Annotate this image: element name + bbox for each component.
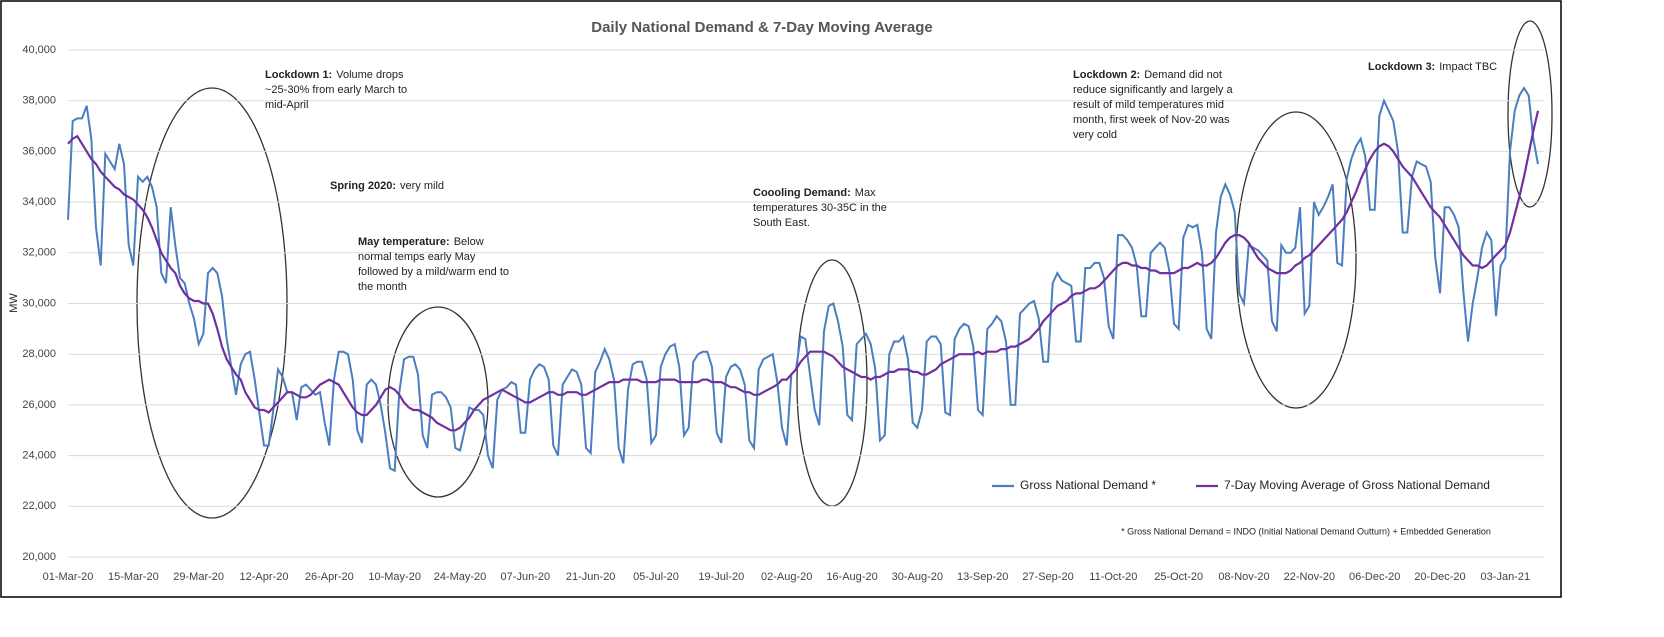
x-tick-label: 08-Nov-20 xyxy=(1218,571,1269,583)
x-tick-label: 01-Mar-20 xyxy=(43,571,94,583)
annotation-title: Spring 2020: xyxy=(330,180,396,192)
x-tick-label: 05-Jul-20 xyxy=(633,571,679,583)
footnote: * Gross National Demand = INDO (Initial … xyxy=(1121,526,1491,536)
annotation-text: reduce significantly and largely a xyxy=(1073,84,1233,96)
y-tick-label: 26,000 xyxy=(22,399,56,411)
x-tick-label: 07-Jun-20 xyxy=(501,571,551,583)
highlight-ellipse xyxy=(387,306,489,498)
x-tick-label: 16-Aug-20 xyxy=(826,571,877,583)
annotation-title: Lockdown 1: xyxy=(265,69,332,81)
y-tick-label: 30,000 xyxy=(22,297,56,309)
x-tick-label: 19-Jul-20 xyxy=(698,571,744,583)
highlight-ellipse xyxy=(1235,111,1357,409)
x-tick-label: 20-Dec-20 xyxy=(1414,571,1465,583)
x-tick-label: 03-Jan-21 xyxy=(1481,571,1531,583)
x-tick-label: 27-Sep-20 xyxy=(1022,571,1073,583)
annotation-text: followed by a mild/warm end to xyxy=(358,266,509,278)
annotation: May temperature: Below normal temps early … xyxy=(358,236,509,293)
y-axis-label: MW xyxy=(8,293,20,313)
y-tick-label: 20,000 xyxy=(22,551,56,563)
annotation-title: Lockdown 3: xyxy=(1368,61,1435,73)
annotation-text: very cold xyxy=(1073,129,1117,141)
x-tick-label: 25-Oct-20 xyxy=(1154,571,1203,583)
x-tick-label: 29-Mar-20 xyxy=(173,571,224,583)
x-tick-label: 06-Dec-20 xyxy=(1349,571,1400,583)
annotation-title: Coooling Demand: xyxy=(753,187,851,199)
x-tick-label: 11-Oct-20 xyxy=(1089,571,1137,583)
x-tick-label: 15-Mar-20 xyxy=(108,571,159,583)
x-tick-label: 21-Jun-20 xyxy=(566,571,616,583)
y-tick-label: 24,000 xyxy=(22,450,56,462)
annotation-title: Lockdown 2: xyxy=(1073,69,1140,81)
data-line xyxy=(67,110,1540,432)
x-tick-label: 22-Nov-20 xyxy=(1284,571,1335,583)
x-tick-label: 30-Aug-20 xyxy=(892,571,943,583)
annotation-text: Demand did not xyxy=(1144,69,1222,81)
annotation-text: South East. xyxy=(753,217,810,229)
legend-label: 7-Day Moving Average of Gross National D… xyxy=(1224,478,1490,492)
annotation-text: temperatures 30-35C in the xyxy=(753,202,887,214)
x-tick-label: 13-Sep-20 xyxy=(957,571,1008,583)
annotation: Coooling Demand: Max temperatures 30-35C i… xyxy=(753,187,887,229)
annotation-text: mid-April xyxy=(265,99,308,111)
x-tick-label: 02-Aug-20 xyxy=(761,571,812,583)
x-tick-label: 24-May-20 xyxy=(434,571,487,583)
annotation-text: result of mild temperatures mid xyxy=(1073,99,1224,111)
annotation-text: Below xyxy=(454,236,484,248)
annotation: Lockdown 3: Impact TBC xyxy=(1368,61,1497,73)
y-tick-label: 32,000 xyxy=(22,247,56,259)
y-tick-label: 40,000 xyxy=(22,44,56,56)
annotation: Lockdown 1: Volume drops ~25-30% from earl… xyxy=(265,69,407,111)
annotation-text: the month xyxy=(358,281,407,293)
annotation: Lockdown 2: Demand did not reduce signific… xyxy=(1073,69,1233,141)
annotation-text: month, first week of Nov-20 was xyxy=(1073,114,1230,126)
legend-label: Gross National Demand * xyxy=(1020,478,1156,492)
annotation: Spring 2020: very mild xyxy=(330,180,444,192)
annotation-text: Max xyxy=(855,187,876,199)
chart-title: Daily National Demand & 7-Day Moving Ave… xyxy=(591,19,932,36)
y-tick-label: 28,000 xyxy=(22,348,56,360)
annotation-text: Impact TBC xyxy=(1439,61,1497,73)
annotation-text: normal temps early May xyxy=(358,251,476,263)
y-tick-label: 38,000 xyxy=(22,95,56,107)
annotation-text: ~25-30% from early March to xyxy=(265,84,407,96)
x-tick-label: 10-May-20 xyxy=(368,571,421,583)
x-tick-label: 26-Apr-20 xyxy=(305,571,354,583)
annotation-title: May temperature: xyxy=(358,236,450,248)
annotation-text: Volume drops xyxy=(336,69,404,81)
y-tick-label: 36,000 xyxy=(22,145,56,157)
y-tick-label: 34,000 xyxy=(22,196,56,208)
x-tick-label: 12-Apr-20 xyxy=(240,571,289,583)
y-tick-label: 22,000 xyxy=(22,500,56,512)
annotation-text: very mild xyxy=(400,180,444,192)
highlight-ellipse xyxy=(1507,20,1553,208)
